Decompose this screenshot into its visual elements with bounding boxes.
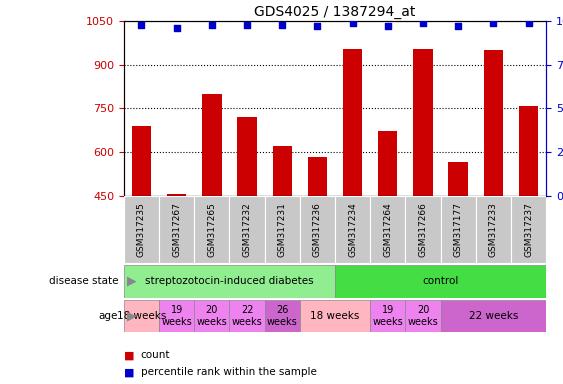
Bar <box>272 146 292 327</box>
Text: 18 weeks: 18 weeks <box>117 311 166 321</box>
Bar <box>159 300 194 332</box>
Text: GSM317236: GSM317236 <box>313 202 322 257</box>
Bar <box>343 49 362 327</box>
Bar <box>405 300 441 332</box>
Text: percentile rank within the sample: percentile rank within the sample <box>141 367 316 377</box>
Bar <box>230 300 265 332</box>
Bar <box>300 196 335 263</box>
Bar <box>230 196 265 263</box>
Text: age: age <box>99 311 118 321</box>
Point <box>524 20 533 26</box>
Text: GSM317232: GSM317232 <box>243 202 252 257</box>
Bar <box>370 196 405 263</box>
Text: GSM317237: GSM317237 <box>524 202 533 257</box>
Bar <box>441 196 476 263</box>
Bar <box>370 300 405 332</box>
Text: control: control <box>422 276 459 286</box>
Point <box>207 22 216 28</box>
Text: GSM317267: GSM317267 <box>172 202 181 257</box>
Text: GSM317265: GSM317265 <box>207 202 216 257</box>
Bar <box>300 300 370 332</box>
Point <box>489 20 498 26</box>
Bar <box>124 265 335 298</box>
Point <box>418 20 427 26</box>
Text: 19
weeks: 19 weeks <box>161 305 192 327</box>
Text: 22 weeks: 22 weeks <box>468 311 518 321</box>
Bar <box>413 49 432 327</box>
Bar <box>441 300 546 332</box>
Text: disease state: disease state <box>49 276 118 286</box>
Bar <box>124 196 159 263</box>
Bar <box>511 196 546 263</box>
Text: 20
weeks: 20 weeks <box>196 305 227 327</box>
Text: GSM317266: GSM317266 <box>418 202 427 257</box>
Point <box>383 23 392 30</box>
Text: GSM317177: GSM317177 <box>454 202 463 257</box>
Point <box>313 23 322 30</box>
Text: GSM317235: GSM317235 <box>137 202 146 257</box>
Text: ▶: ▶ <box>127 275 136 288</box>
Text: GSM317231: GSM317231 <box>278 202 287 257</box>
Text: 20
weeks: 20 weeks <box>408 305 439 327</box>
Text: ■: ■ <box>124 350 135 360</box>
Bar <box>335 265 546 298</box>
Bar <box>132 126 151 327</box>
Bar <box>405 196 441 263</box>
Bar <box>519 106 538 327</box>
Point <box>243 22 252 28</box>
Text: 19
weeks: 19 weeks <box>372 305 403 327</box>
Text: 18 weeks: 18 weeks <box>310 311 360 321</box>
Bar <box>308 157 327 327</box>
Text: GSM317264: GSM317264 <box>383 202 392 257</box>
Text: ▶: ▶ <box>127 310 136 322</box>
Text: count: count <box>141 350 170 360</box>
Bar <box>335 196 370 263</box>
Bar <box>484 50 503 327</box>
Bar <box>159 196 194 263</box>
Text: 22
weeks: 22 weeks <box>231 305 262 327</box>
Point <box>137 22 146 28</box>
Bar <box>202 94 221 327</box>
Bar <box>449 162 468 327</box>
Bar <box>476 196 511 263</box>
Bar <box>265 196 300 263</box>
Text: GSM317234: GSM317234 <box>348 202 357 257</box>
Text: streptozotocin-induced diabetes: streptozotocin-induced diabetes <box>145 276 314 286</box>
Point <box>348 20 357 26</box>
Bar <box>167 194 186 327</box>
Bar <box>265 300 300 332</box>
Bar <box>124 300 159 332</box>
Point <box>454 23 463 30</box>
Text: ■: ■ <box>124 367 135 377</box>
Point <box>172 25 181 31</box>
Text: 26
weeks: 26 weeks <box>267 305 298 327</box>
Bar <box>194 196 230 263</box>
Title: GDS4025 / 1387294_at: GDS4025 / 1387294_at <box>254 5 415 19</box>
Text: GSM317233: GSM317233 <box>489 202 498 257</box>
Bar <box>194 300 230 332</box>
Point <box>278 22 287 28</box>
Bar <box>378 131 397 327</box>
Bar <box>238 117 257 327</box>
